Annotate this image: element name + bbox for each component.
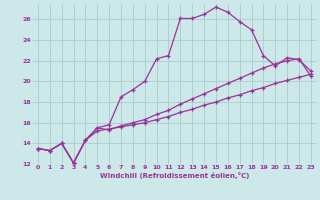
X-axis label: Windchill (Refroidissement éolien,°C): Windchill (Refroidissement éolien,°C) bbox=[100, 172, 249, 179]
